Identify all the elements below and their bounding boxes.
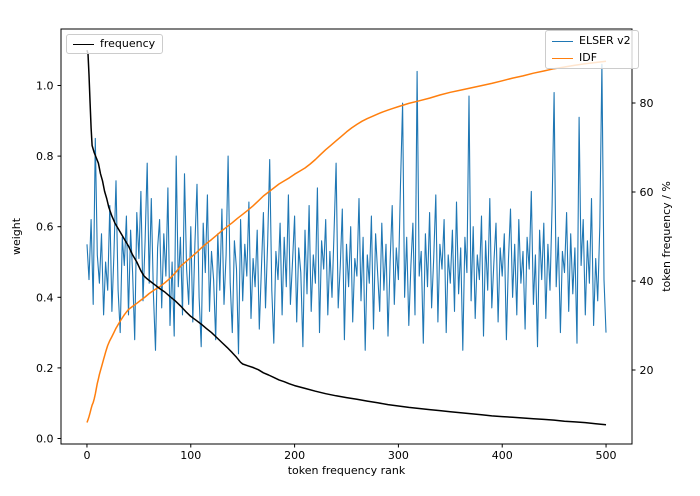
legend-label-elser-v2: ELSER v2: [579, 34, 631, 47]
legend-label-idf: IDF: [579, 51, 598, 64]
series-elser-v2: [86, 63, 607, 355]
axes-spines: [60, 28, 633, 445]
y-left-tick-label: 0.0: [36, 433, 54, 446]
plot-border: [60, 28, 633, 445]
y-right-axis-ticks: 20 40 60 80: [632, 97, 654, 377]
y-left-axis-ticks: 0.0 0.2 0.4 0.6 0.8 1.0: [36, 80, 61, 446]
y-right-axis-label: token frequency / %: [660, 181, 673, 292]
y-left-tick-label: 0.8: [36, 150, 54, 163]
series-frequency: [86, 49, 607, 426]
y-left-tick-label: 1.0: [36, 80, 54, 93]
y-right-tick-label: 80: [640, 97, 654, 110]
legend-item-idf: IDF: [552, 51, 631, 65]
legend-item-elser-v2: ELSER v2: [552, 34, 631, 48]
x-axis-ticks: 0 100 200 300 400 500: [83, 444, 617, 462]
y-left-tick-label: 0.6: [36, 221, 54, 234]
y-right-tick-label: 40: [640, 275, 654, 288]
x-tick-label: 0: [83, 449, 90, 462]
line-elser-v2: [86, 63, 607, 355]
legend-frequency: frequency: [66, 34, 164, 54]
legend-elser-idf: ELSER v2 IDF: [545, 30, 639, 69]
y-left-tick-label: 0.4: [36, 291, 54, 304]
x-tick-label: 500: [596, 449, 617, 462]
y-right-tick-label: 60: [640, 186, 654, 199]
legend-label-frequency: frequency: [100, 37, 156, 50]
x-tick-label: 100: [180, 449, 201, 462]
series-idf: [86, 60, 607, 423]
legend-item-frequency: frequency: [73, 37, 155, 51]
y-left-tick-label: 0.2: [36, 362, 54, 375]
y-left-axis-label: weight: [10, 217, 23, 255]
elser-v2-line-swatch: [552, 40, 573, 42]
x-axis-label: token frequency rank: [288, 464, 406, 477]
frequency-line-swatch: [73, 43, 94, 45]
line-frequency: [86, 49, 607, 426]
x-tick-label: 400: [492, 449, 513, 462]
line-idf: [86, 60, 607, 423]
idf-line-swatch: [552, 57, 573, 59]
x-tick-label: 200: [284, 449, 305, 462]
x-tick-label: 300: [388, 449, 409, 462]
y-right-tick-label: 20: [640, 364, 654, 377]
